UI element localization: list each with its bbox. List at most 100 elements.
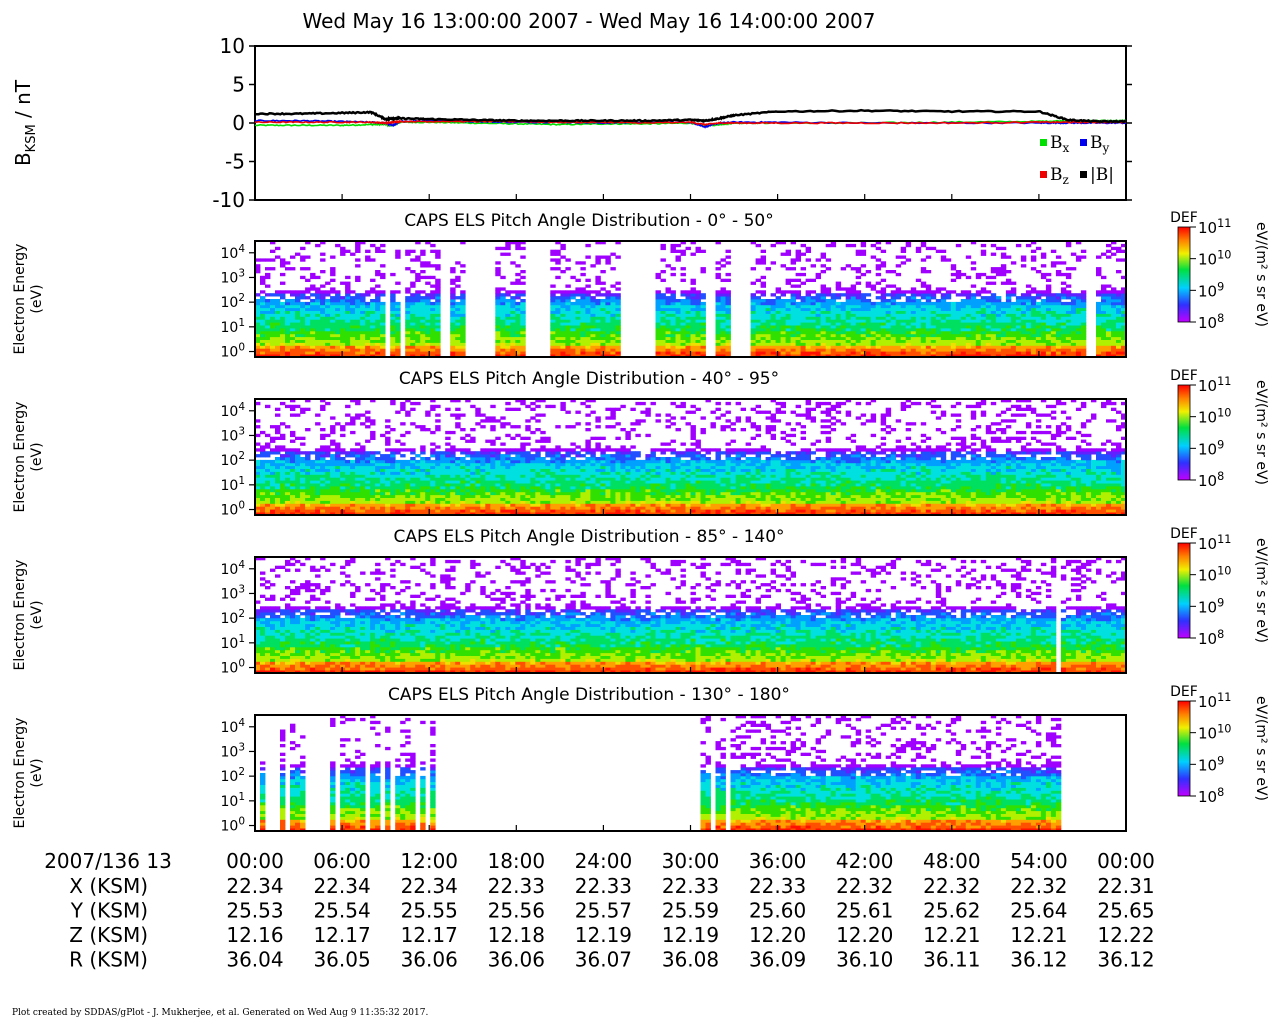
spectrogram-cell [390, 348, 396, 352]
spectrogram-cell [295, 296, 301, 300]
spectrogram-cell [870, 243, 877, 248]
spectrogram-cell [845, 307, 852, 311]
spectrogram-cell [435, 296, 441, 300]
spectrogram-cell [420, 339, 426, 343]
spectrogram-cell [435, 348, 441, 352]
spectrogram-cell [815, 351, 821, 355]
spectrogram-cell [1106, 333, 1112, 338]
spectrogram-cell [480, 471, 486, 475]
spectrogram-cell [955, 333, 962, 338]
spectrogram-cell [940, 255, 947, 259]
spectrogram-cell [1035, 304, 1042, 309]
spectrogram-cell [300, 410, 306, 414]
spectrogram-cell [575, 351, 581, 355]
spectrogram-cell [615, 304, 621, 309]
spectrogram-cell [275, 425, 281, 429]
spectrogram-cell [290, 333, 296, 338]
spectrogram-cell [940, 333, 947, 338]
spectrogram-cell [380, 457, 386, 461]
spectrogram-cell [335, 465, 341, 469]
spectrogram-cell [895, 307, 902, 311]
spectrogram-cell [480, 448, 486, 452]
spectrogram-cell [345, 290, 351, 294]
spectrogram-cell [420, 480, 426, 484]
spectrogram-cell [570, 301, 576, 306]
spectrogram-cell [1015, 345, 1022, 349]
spectrogram-cell [670, 351, 676, 355]
spectrogram-cell [760, 345, 766, 349]
spectrogram-cell [885, 322, 892, 326]
spectrogram-cell [835, 348, 842, 352]
spectrogram-cell [455, 422, 461, 426]
spectrogram-cell [460, 241, 466, 245]
spectrogram-cell [410, 342, 416, 346]
spectrogram-cell [905, 243, 912, 248]
spectrogram-cell [1101, 310, 1107, 314]
spectrogram-cell [1020, 258, 1027, 262]
spectrogram-cell [470, 483, 476, 487]
spectrogram-cell [555, 333, 561, 338]
spectrogram-cell [970, 333, 977, 338]
spectrogram-cell [935, 336, 942, 340]
spectrogram-cell [510, 296, 516, 300]
spectrogram-cell [425, 500, 431, 504]
spectrogram-cell [860, 264, 867, 268]
spectrogram-cell [950, 345, 957, 349]
spectrogram-cell [1106, 249, 1112, 253]
spectrogram-cell [290, 342, 296, 346]
spectrogram-cell [380, 301, 386, 306]
spectrogram-cell [280, 509, 286, 513]
spectrogram-cell [435, 494, 441, 498]
spectrogram-cell [875, 296, 882, 300]
spectrogram-cell [830, 325, 837, 329]
spectrogram-cell [910, 296, 917, 300]
spectrogram-cell [290, 293, 296, 297]
spectrogram-cell [270, 339, 276, 343]
spectrogram-cell [700, 333, 706, 338]
spectrogram-cell [915, 319, 922, 323]
spectrogram-cell [855, 267, 862, 271]
spectrogram-cell [280, 480, 286, 484]
spectrogram-cell [795, 325, 801, 329]
spectrogram-cell [1015, 310, 1022, 314]
spectrogram-cell [1065, 336, 1072, 340]
spectrogram-cell [720, 330, 726, 335]
spectrogram-cell [295, 462, 301, 467]
spectrogram-cell [570, 293, 576, 297]
spectrogram-cell [375, 486, 381, 490]
spectrogram-cell [690, 316, 696, 320]
spectrogram-cell [920, 284, 927, 288]
spectrogram-cell [560, 322, 566, 326]
spectrogram-cell [820, 348, 826, 352]
spectrogram-cell [1065, 339, 1072, 343]
spectrogram-cell [520, 275, 526, 280]
spectrogram-cell [510, 325, 516, 329]
spectrogram-cell [825, 319, 832, 323]
spectrogram-cell [880, 319, 887, 323]
spectrogram-cell [820, 325, 826, 329]
spectrogram-cell [265, 316, 271, 320]
spectrogram-cell [860, 296, 867, 300]
spectrogram-cell [1080, 322, 1087, 326]
spectrogram-cell [465, 465, 471, 469]
spectrogram-cell [680, 272, 686, 277]
spectrogram-cell [785, 290, 791, 294]
spectrogram-cell [1025, 325, 1032, 329]
spectrogram-cell [315, 465, 321, 469]
spectrogram-cell [500, 339, 506, 343]
spectrogram-cell [255, 491, 261, 496]
spectrogram-cell [295, 322, 301, 326]
spectrogram-cell [675, 354, 681, 358]
spectrogram-cell [470, 465, 476, 469]
spectrogram-cell [395, 249, 401, 253]
spectrogram-cell [1070, 301, 1077, 306]
spectrogram-cell [1020, 336, 1027, 340]
spectrogram-cell [825, 243, 832, 248]
spectrogram-cell [960, 322, 967, 326]
spectrogram-cell [905, 345, 912, 349]
spectrogram-cell [270, 299, 276, 303]
spectrogram-cell [490, 509, 496, 513]
spectrogram-cell [435, 307, 441, 311]
spectrogram-cell [320, 348, 326, 352]
spectrogram-cell [475, 422, 481, 426]
